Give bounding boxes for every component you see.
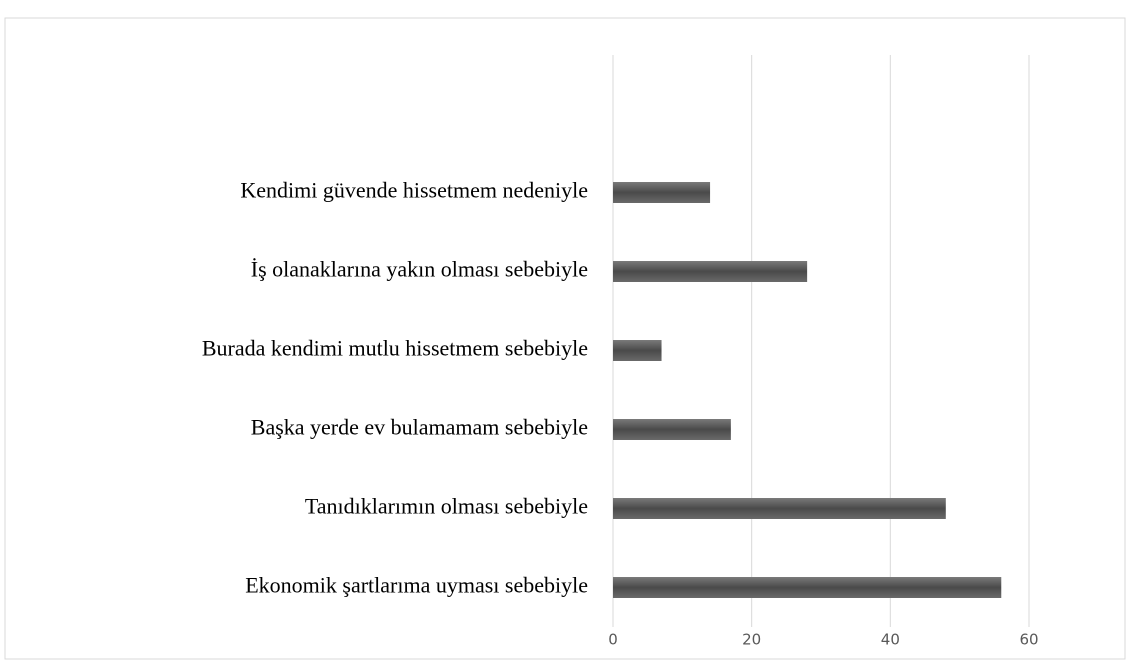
bar (613, 577, 1002, 598)
category-label: İş olanaklarına yakın olması sebebiyle (251, 257, 588, 282)
category-label: Tanıdıklarımın olması sebebiyle (305, 494, 588, 519)
category-label: Ekonomik şartlarıma uyması sebebiyle (245, 573, 588, 598)
category-label: Kendimi güvende hissetmem nedeniyle (240, 178, 588, 203)
category-label: Başka yerde ev bulamamam sebebiyle (251, 415, 588, 440)
category-label: Burada kendimi mutlu hissetmem sebebiyle (202, 336, 588, 361)
x-tick-label: 60 (1019, 631, 1038, 649)
x-tick-label: 40 (881, 631, 900, 649)
bar (613, 182, 711, 203)
bar (613, 340, 662, 361)
x-tick-label: 0 (608, 631, 618, 649)
bar (613, 261, 808, 282)
bar (613, 419, 731, 440)
chart-frame (4, 17, 1126, 660)
x-tick-label: 20 (742, 631, 761, 649)
bar (613, 498, 946, 519)
